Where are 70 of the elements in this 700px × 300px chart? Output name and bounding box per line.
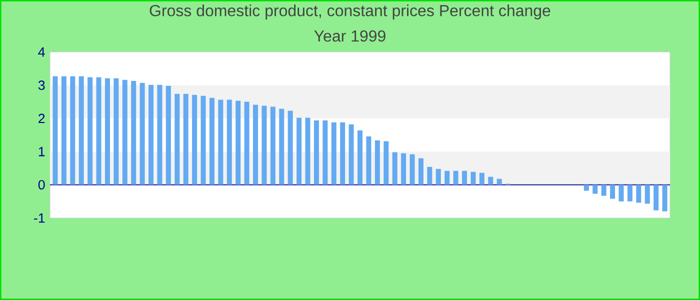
bar <box>296 118 302 185</box>
bar <box>183 94 188 185</box>
bar <box>122 80 128 185</box>
chart-title: Gross domestic product, constant prices Percent change <box>150 4 550 20</box>
bar <box>496 178 502 185</box>
bar <box>444 170 450 185</box>
bar <box>148 84 154 185</box>
bar <box>654 184 659 210</box>
bar <box>462 170 467 185</box>
bar <box>436 168 441 185</box>
bar <box>592 184 598 194</box>
y-tick-label: 3 <box>38 80 45 90</box>
bar <box>244 102 250 185</box>
bar <box>340 122 346 185</box>
bar <box>366 136 372 185</box>
bar <box>61 76 66 185</box>
bar <box>279 108 284 185</box>
bar <box>618 184 624 202</box>
bar <box>470 172 476 185</box>
y-tick-label: 1 <box>38 147 45 156</box>
bar <box>209 98 214 185</box>
bar <box>636 184 642 203</box>
bar <box>584 184 589 191</box>
bar <box>192 94 198 185</box>
bar <box>253 104 258 185</box>
bar <box>662 184 668 212</box>
bar <box>479 172 484 185</box>
bar <box>270 106 276 185</box>
bar <box>288 110 293 185</box>
bar <box>218 100 224 185</box>
bar <box>52 76 58 185</box>
y-tick-label: 4 <box>38 47 45 57</box>
bar <box>262 106 267 185</box>
bar <box>401 153 406 185</box>
bar <box>314 120 319 185</box>
bar <box>384 141 389 185</box>
bar <box>331 122 336 185</box>
bar <box>236 100 241 185</box>
bar <box>114 78 119 185</box>
bar <box>392 152 398 185</box>
bar <box>88 77 93 185</box>
bar <box>70 76 76 185</box>
bar <box>200 96 206 185</box>
y-tick-label: 2 <box>38 114 45 124</box>
bar <box>358 130 363 185</box>
bar <box>140 82 145 185</box>
bar <box>418 158 424 185</box>
bar <box>453 170 458 185</box>
bar <box>610 184 616 199</box>
y-tick-label: -1 <box>34 213 45 223</box>
bar <box>305 118 310 185</box>
bar <box>601 184 606 196</box>
y-tick-label: 0 <box>38 180 45 190</box>
bar <box>157 84 162 185</box>
bar <box>166 86 171 185</box>
bar <box>488 176 494 185</box>
bar <box>104 78 110 185</box>
bar <box>644 184 650 204</box>
bar <box>627 184 632 202</box>
bar <box>131 80 136 185</box>
bar <box>226 100 232 185</box>
chart-subtitle: Year 1999 <box>314 30 386 42</box>
bar <box>348 124 354 185</box>
bar <box>96 77 102 185</box>
bar <box>410 154 415 185</box>
bar <box>78 76 84 185</box>
bar <box>322 120 328 185</box>
bar <box>374 140 380 185</box>
bar <box>174 94 180 185</box>
bar <box>427 166 432 185</box>
